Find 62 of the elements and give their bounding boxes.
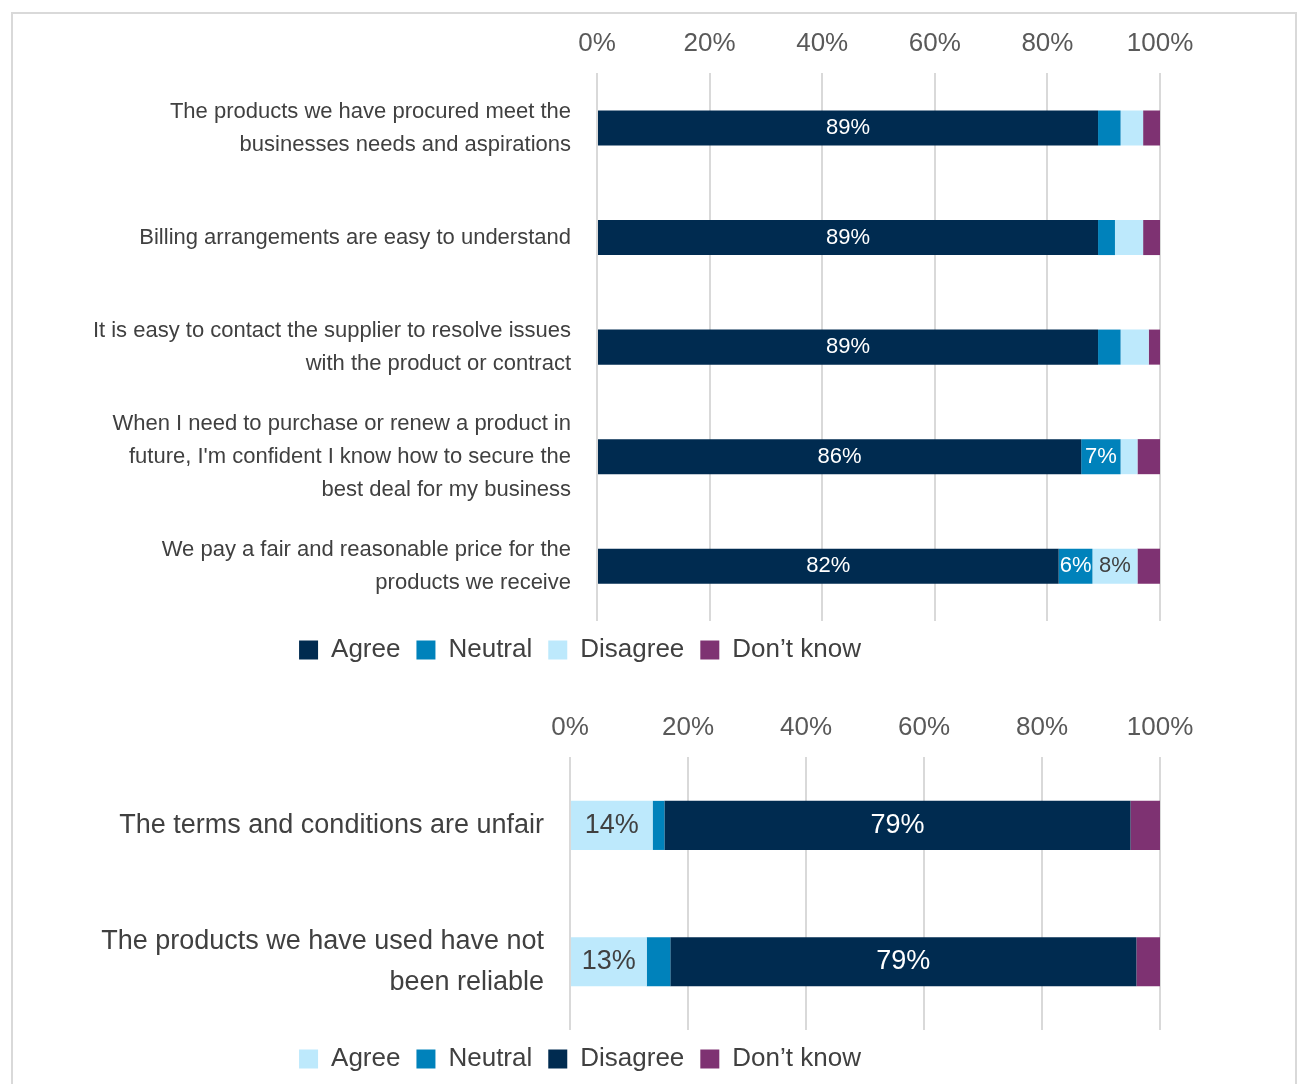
data-label: 79% — [870, 808, 925, 839]
legend-label: Neutral — [448, 633, 533, 664]
legend-label: Agree — [331, 633, 401, 664]
x-tick-label: 60% — [908, 26, 961, 57]
data-label: 79% — [876, 945, 931, 976]
x-tick-label: 100% — [1126, 26, 1194, 57]
bar — [598, 110, 1099, 146]
bar — [646, 937, 671, 987]
bar — [1098, 220, 1115, 256]
bar — [1120, 439, 1138, 475]
y-tick-label: Billing arrangements are easy to understand — [139, 223, 571, 249]
y-tick-label: We pay a fair and reasonable price for the products we receive — [161, 535, 571, 594]
data-label: 7% — [1084, 442, 1117, 468]
data-label: 14% — [584, 808, 639, 839]
bar — [1098, 329, 1121, 365]
x-tick-label: 20% — [661, 710, 715, 741]
legend-label: Don’t know — [732, 1042, 862, 1073]
bar — [1143, 110, 1160, 146]
bar — [1143, 220, 1160, 256]
y-tick-label: It is easy to contact the supplier to resolve issues with the product or contract — [92, 316, 571, 375]
data-label: 13% — [581, 945, 636, 976]
x-tick-label: 0% — [551, 710, 589, 741]
bar — [1098, 110, 1121, 146]
x-tick-label: 0% — [578, 26, 616, 57]
bar — [1120, 329, 1149, 365]
bar — [1130, 800, 1160, 850]
legend-label: Agree — [331, 1042, 401, 1073]
data-label: 89% — [826, 333, 871, 359]
data-label: 86% — [817, 442, 862, 468]
data-label: 89% — [826, 114, 871, 140]
x-tick-label: 20% — [683, 26, 736, 57]
bar — [598, 220, 1099, 256]
bar — [598, 439, 1082, 475]
x-tick-label: 80% — [1015, 710, 1069, 741]
y-tick-label: When I need to purchase or renew a product in future, I'm confident I know how to secure the best deal for my business — [112, 409, 571, 501]
y-tick-label: The terms and conditions are unfair — [119, 808, 544, 839]
y-tick-label: The products we have procured meet the businesses needs and aspirations — [169, 97, 571, 156]
legend-label: Neutral — [448, 1042, 533, 1073]
x-tick-label: 100% — [1126, 710, 1194, 741]
bar — [598, 548, 1059, 584]
bar — [1114, 220, 1144, 256]
y-tick-label: The products we have used have not been reliable — [101, 925, 545, 996]
bar — [1136, 937, 1160, 987]
bar — [1120, 110, 1144, 146]
bar — [1148, 329, 1160, 365]
bar — [598, 329, 1099, 365]
bar — [1137, 548, 1160, 584]
x-tick-label: 60% — [897, 710, 951, 741]
x-tick-label: 40% — [779, 710, 833, 741]
legend-label: Don’t know — [732, 633, 862, 664]
x-tick-label: 40% — [796, 26, 849, 57]
x-tick-label: 80% — [1021, 26, 1074, 57]
bar — [670, 937, 1137, 987]
data-label: 82% — [806, 552, 851, 578]
bar — [664, 800, 1131, 850]
data-label: 6% — [1059, 552, 1092, 578]
legend-label: Disagree — [580, 633, 685, 664]
data-label: 8% — [1099, 552, 1131, 578]
bar — [652, 800, 665, 850]
bar — [1137, 439, 1160, 475]
legend-label: Disagree — [580, 1042, 685, 1073]
data-label: 89% — [826, 223, 871, 249]
